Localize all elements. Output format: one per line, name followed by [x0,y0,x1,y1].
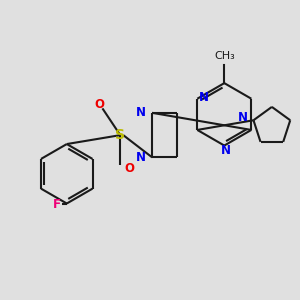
Text: S: S [115,128,125,142]
Text: F: F [53,198,61,211]
Text: O: O [94,98,104,111]
Text: N: N [199,91,209,104]
Text: CH₃: CH₃ [214,51,235,61]
Text: O: O [124,162,134,175]
Text: N: N [136,151,146,164]
Text: N: N [238,111,248,124]
Text: N: N [136,106,146,119]
Text: N: N [221,144,231,158]
